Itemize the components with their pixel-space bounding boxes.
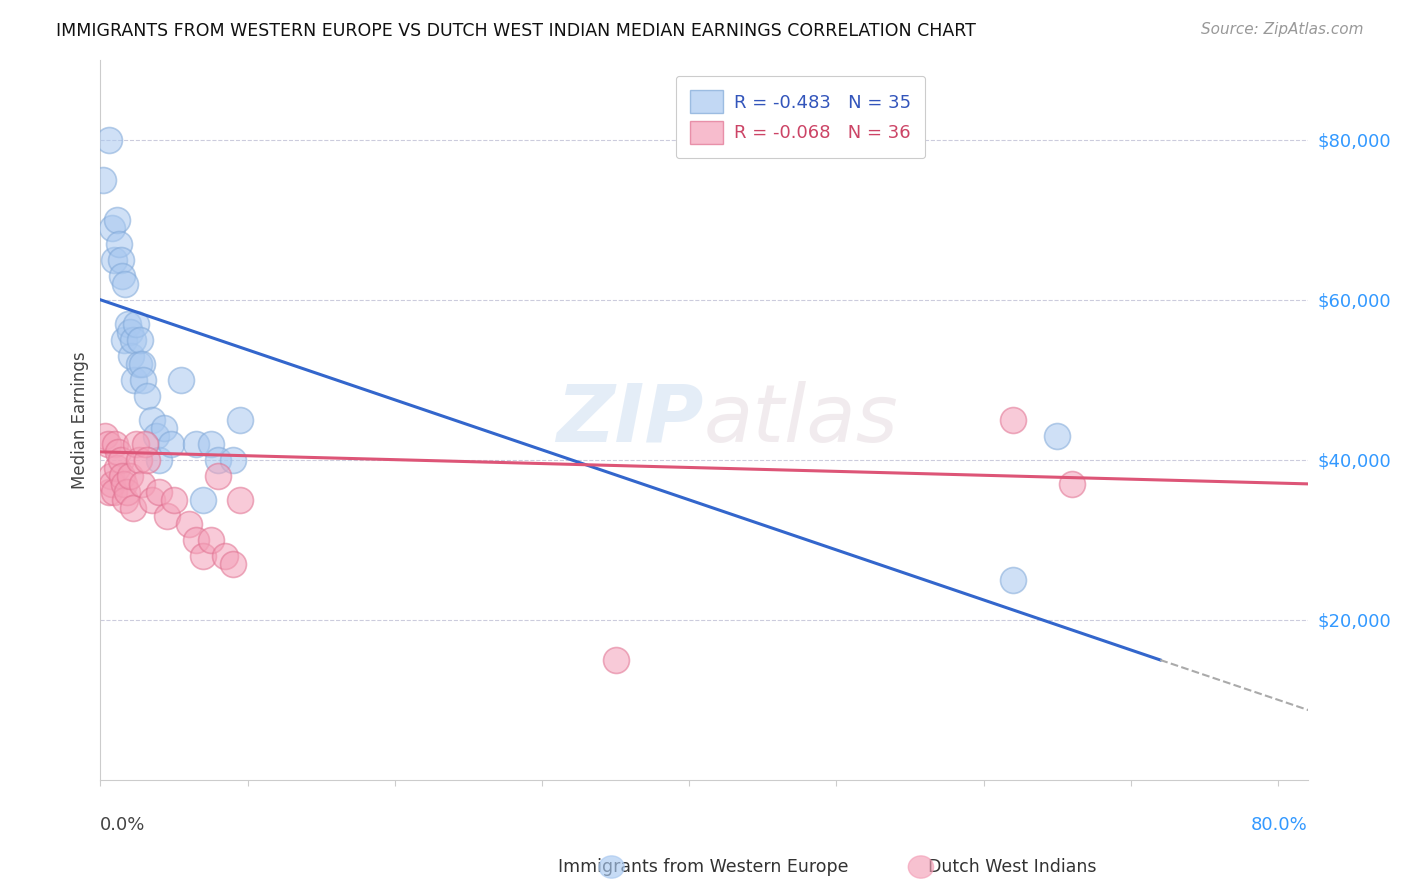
Point	[97, 437, 120, 451]
Point	[131, 476, 153, 491]
Point	[163, 492, 186, 507]
Text: atlas: atlas	[704, 381, 898, 458]
Point	[1046, 429, 1069, 443]
Point	[152, 421, 174, 435]
Point	[101, 220, 124, 235]
Point	[112, 476, 135, 491]
Point	[114, 492, 136, 507]
Point	[128, 453, 150, 467]
Point	[98, 133, 121, 147]
Point	[125, 317, 148, 331]
Point	[112, 333, 135, 347]
Point	[121, 500, 143, 515]
Point	[184, 533, 207, 547]
Point	[193, 549, 215, 563]
Point	[160, 437, 183, 451]
Point	[222, 557, 245, 571]
Point	[229, 492, 252, 507]
Point	[111, 468, 134, 483]
Point	[184, 437, 207, 451]
Y-axis label: Median Earnings: Median Earnings	[72, 351, 89, 489]
Text: Source: ZipAtlas.com: Source: ZipAtlas.com	[1201, 22, 1364, 37]
Point	[103, 252, 125, 267]
Point	[107, 445, 129, 459]
Point	[118, 468, 141, 483]
Text: 0.0%: 0.0%	[100, 816, 146, 834]
Point	[207, 453, 229, 467]
Point	[118, 325, 141, 339]
Point	[605, 653, 627, 667]
Point	[222, 453, 245, 467]
Point	[170, 373, 193, 387]
Point	[103, 484, 125, 499]
Point	[108, 236, 131, 251]
Point	[111, 268, 134, 283]
Point	[125, 437, 148, 451]
Point	[1002, 573, 1025, 587]
Point	[134, 437, 156, 451]
Point	[98, 484, 121, 499]
Point	[100, 468, 122, 483]
Point	[131, 357, 153, 371]
Point	[141, 413, 163, 427]
Point	[177, 516, 200, 531]
Point	[200, 437, 222, 451]
Text: ZIP: ZIP	[557, 381, 704, 458]
Text: IMMIGRANTS FROM WESTERN EUROPE VS DUTCH WEST INDIAN MEDIAN EARNINGS CORRELATION : IMMIGRANTS FROM WESTERN EUROPE VS DUTCH …	[56, 22, 976, 40]
Point	[110, 453, 132, 467]
Point	[122, 373, 145, 387]
Point	[105, 461, 128, 475]
Point	[105, 212, 128, 227]
Point	[91, 172, 114, 186]
Point	[207, 468, 229, 483]
Legend: R = -0.483   N = 35, R = -0.068   N = 36: R = -0.483 N = 35, R = -0.068 N = 36	[676, 76, 925, 159]
Text: Dutch West Indians: Dutch West Indians	[928, 858, 1097, 876]
Point	[148, 484, 170, 499]
Point	[1060, 476, 1083, 491]
Text: Immigrants from Western Europe: Immigrants from Western Europe	[558, 858, 848, 876]
Point	[104, 437, 127, 451]
Point	[115, 484, 138, 499]
Point	[193, 492, 215, 507]
Point	[214, 549, 236, 563]
Point	[101, 476, 124, 491]
Point	[148, 453, 170, 467]
Point	[145, 429, 167, 443]
Point	[117, 317, 139, 331]
Point	[129, 333, 152, 347]
Point	[136, 389, 159, 403]
Point	[114, 277, 136, 291]
Point	[141, 492, 163, 507]
Point	[1002, 413, 1025, 427]
Point	[120, 349, 142, 363]
Point	[229, 413, 252, 427]
Point	[132, 373, 155, 387]
Point	[121, 333, 143, 347]
Point	[136, 453, 159, 467]
Point	[200, 533, 222, 547]
Point	[110, 252, 132, 267]
Point	[128, 357, 150, 371]
Point	[94, 429, 117, 443]
Point	[155, 508, 177, 523]
Text: 80.0%: 80.0%	[1251, 816, 1308, 834]
